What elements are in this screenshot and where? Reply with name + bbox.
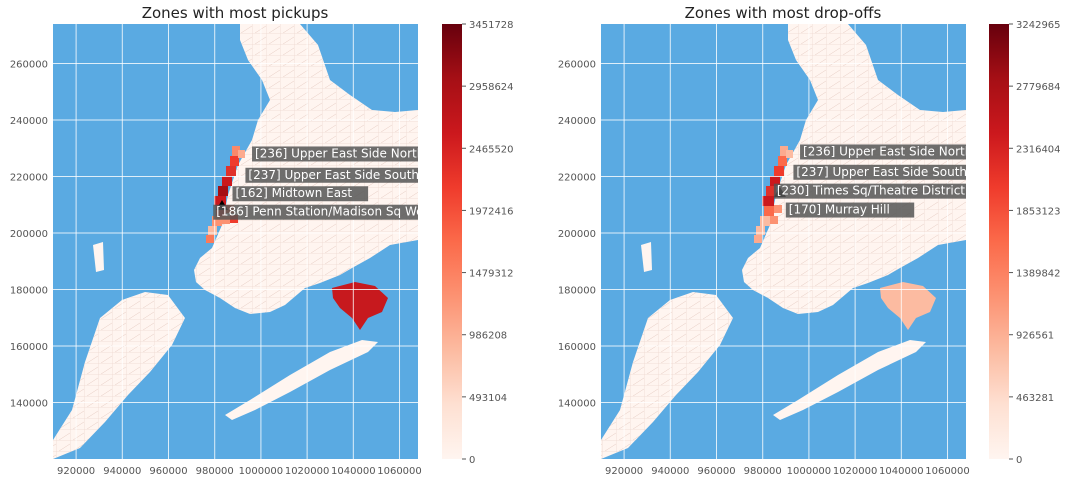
colorbar-tick-label: 2779684	[1016, 82, 1061, 93]
colorbar-tick-label: 3242965	[1016, 20, 1061, 31]
annotation-box	[800, 144, 966, 160]
x-tick-label: 1060000	[925, 466, 970, 477]
x-tick-label: 980000	[744, 466, 782, 477]
axes-ticks: 920000 940000 960000 980000 1000000 1020000 10…	[558, 60, 970, 477]
x-tick-label: 960000	[697, 466, 735, 477]
x-tick-label: 1060000	[377, 466, 422, 477]
gridlines	[53, 24, 418, 459]
annotation-label: [237] Upper East Side South	[248, 168, 419, 182]
x-tick-label: 1020000	[833, 466, 878, 477]
dropoffs-map-panel: Zones with most drop-offs	[558, 4, 1061, 477]
colorbar-tick-label: 1389842	[1016, 269, 1061, 280]
manhattan-zones	[754, 146, 793, 243]
x-tick-label: 1040000	[879, 466, 924, 477]
annotation-box	[252, 146, 418, 162]
y-tick-label: 220000	[10, 173, 48, 184]
annotations: [236] Upper East Side North [237] Upper E…	[213, 146, 435, 220]
x-tick-label: 1000000	[787, 466, 832, 477]
x-tick-label: 920000	[57, 466, 95, 477]
pickups-map-panel: Zones with most pickups	[10, 4, 514, 477]
y-tick-label: 160000	[558, 342, 596, 353]
colorbar-tick-label: 493104	[469, 393, 507, 404]
annotation-label: [236] Upper East Side North	[803, 144, 972, 158]
x-tick-label: 980000	[196, 466, 234, 477]
colorbar-tick-label: 1853123	[1016, 206, 1061, 217]
colorbar-tick-label: 0	[469, 455, 475, 466]
colorbar-tick-label: 2316404	[1016, 144, 1061, 155]
x-tick-label: 1040000	[331, 466, 376, 477]
jfk-airport-zone	[332, 282, 388, 330]
colorbar-tick-label: 1972416	[469, 206, 514, 217]
annotations: [236] Upper East Side North [237] Upper E…	[773, 144, 972, 218]
y-tick-label: 140000	[10, 399, 48, 410]
annotation-label: [162] Midtown East	[236, 186, 353, 200]
colorbar-tick-label: 2465520	[469, 144, 514, 155]
colorbar-tick-label: 1479312	[469, 269, 514, 280]
colorbar	[442, 24, 462, 459]
colorbar	[989, 24, 1009, 459]
colorbar-ticks: 0 493104 986208 1479312 1972416 2465520 295862…	[462, 20, 514, 466]
y-tick-label: 200000	[10, 229, 48, 240]
x-tick-label: 940000	[103, 466, 141, 477]
annotation-label: [230] Times Sq/Theatre District	[777, 184, 965, 198]
y-tick-label: 260000	[558, 60, 596, 71]
annotation-box	[773, 183, 966, 199]
x-tick-label: 1020000	[285, 466, 330, 477]
colorbar-tick-label: 0	[1016, 455, 1022, 466]
annotation-label: [236] Upper East Side North	[255, 146, 424, 160]
annotation-box	[213, 204, 418, 220]
chart-title: Zones with most pickups	[142, 4, 329, 22]
colorbar-tick-label: 926561	[1016, 331, 1054, 342]
annotation-box	[245, 167, 418, 183]
colorbar-tick-label: 3451728	[469, 20, 514, 31]
x-tick-label: 920000	[605, 466, 643, 477]
annotation-box	[793, 164, 966, 180]
jfk-airport-zone	[880, 282, 936, 330]
y-tick-label: 180000	[10, 286, 48, 297]
colorbar-tick-label: 463281	[1016, 393, 1054, 404]
colorbar-tick-label: 2958624	[469, 82, 514, 93]
y-tick-label: 260000	[10, 60, 48, 71]
annotation-label: [237] Upper East Side South	[796, 165, 967, 179]
x-tick-label: 940000	[651, 466, 689, 477]
y-tick-label: 200000	[558, 229, 596, 240]
axes-ticks: 920000 940000 960000 980000 1000000 1020000 10…	[10, 60, 422, 477]
chart-title: Zones with most drop-offs	[685, 4, 882, 22]
x-tick-label: 1000000	[239, 466, 284, 477]
x-tick-label: 960000	[149, 466, 187, 477]
annotation-label: [170] Murray Hill	[789, 203, 890, 217]
annotation-box	[785, 202, 915, 218]
annotation-box	[232, 186, 369, 202]
y-tick-label: 240000	[10, 116, 48, 127]
y-tick-label: 180000	[558, 286, 596, 297]
gridlines	[601, 24, 966, 459]
y-tick-label: 140000	[558, 399, 596, 410]
colorbar-ticks: 0 463281 926561 1389842 1853123 2316404 277968…	[1009, 20, 1061, 466]
y-tick-label: 160000	[10, 342, 48, 353]
y-tick-label: 240000	[558, 116, 596, 127]
colorbar-tick-label: 986208	[469, 331, 507, 342]
annotation-label: [186] Penn Station/Madison Sq West	[216, 205, 435, 219]
y-tick-label: 220000	[558, 173, 596, 184]
